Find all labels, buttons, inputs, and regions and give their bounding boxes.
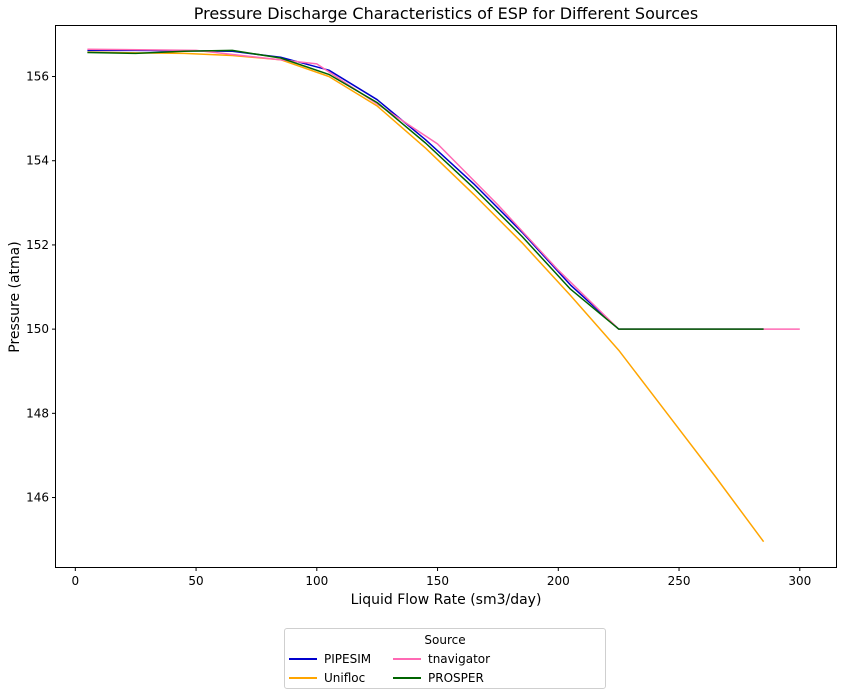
x-axis-ticks: 0 50 100 150 200 250 300 [71, 567, 811, 588]
x-tick-label: 100 [305, 574, 328, 588]
y-tick-label: 152 [26, 238, 49, 252]
legend: Source PIPESIM Unifloc tnavigator PROSPER [284, 628, 606, 689]
x-tick-label: 150 [426, 574, 449, 588]
legend-title: Source [424, 633, 466, 647]
x-tick-label: 300 [788, 574, 811, 588]
x-tick-label: 250 [668, 574, 691, 588]
y-tick-label: 154 [26, 154, 49, 168]
series-lines [87, 48, 800, 543]
legend-item-pipesim: PIPESIM [289, 652, 371, 666]
chart-title: Pressure Discharge Characteristics of ES… [194, 4, 698, 23]
x-axis-label: Liquid Flow Rate (sm3/day) [351, 592, 542, 608]
y-axis-ticks: 146 148 150 152 154 156 [26, 70, 56, 505]
legend-label: tnavigator [428, 652, 491, 666]
legend-item-unifloc: Unifloc [289, 671, 365, 685]
plot-area [55, 25, 837, 568]
legend-swatch [393, 658, 421, 660]
chart-svg: Pressure Discharge Characteristics of ES… [7, 4, 837, 608]
x-tick-label: 0 [71, 574, 79, 588]
y-axis-label: Pressure (atma) [7, 241, 23, 352]
legend-item-tnavigator: tnavigator [393, 652, 490, 666]
series-line-unifloc [87, 51, 765, 543]
y-tick-label: 148 [26, 406, 49, 420]
x-tick-label: 50 [188, 574, 203, 588]
y-tick-label: 150 [26, 322, 49, 336]
y-tick-label: 156 [26, 70, 49, 84]
legend-label: Unifloc [324, 671, 366, 685]
series-line-tnavigator [87, 48, 800, 330]
series-line-pipesim [87, 49, 764, 330]
legend-label: PROSPER [428, 671, 484, 685]
legend-swatch [393, 677, 421, 679]
legend-swatch [289, 658, 317, 660]
x-tick-label: 200 [547, 574, 570, 588]
legend-label: PIPESIM [324, 652, 372, 666]
y-tick-label: 146 [26, 491, 49, 505]
series-line-prosper [87, 49, 764, 330]
legend-item-prosper: PROSPER [393, 671, 484, 685]
legend-swatch [289, 677, 317, 679]
